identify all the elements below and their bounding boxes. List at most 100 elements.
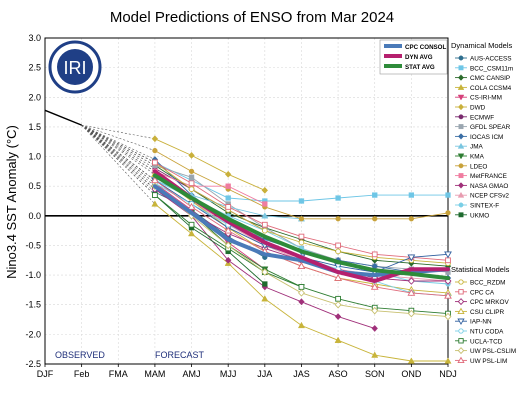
legend-label: NCEP CFSv2 <box>470 193 509 200</box>
point <box>152 147 158 154</box>
point <box>188 186 195 192</box>
point <box>188 151 195 159</box>
forecast-label: FORECAST <box>155 350 205 360</box>
point <box>334 300 342 309</box>
legend-label: NASA GMAO <box>470 183 508 190</box>
y-tick-label: -1.0 <box>25 270 41 280</box>
y-tick-label: 2.5 <box>28 63 41 73</box>
point <box>187 202 196 210</box>
point <box>151 200 159 207</box>
x-tick-label: MAM <box>144 369 165 379</box>
series-layer <box>44 109 452 364</box>
legend-label: NTU CODA <box>470 329 504 336</box>
point <box>371 251 378 258</box>
iri-logo: IRI <box>48 40 102 94</box>
point <box>407 309 415 318</box>
annotation-layer: OBSERVED FORECAST <box>55 350 205 360</box>
point <box>457 356 465 364</box>
series-cpc-ca <box>81 124 451 264</box>
series-line <box>154 170 265 205</box>
point <box>298 239 305 246</box>
connector-line <box>81 124 156 205</box>
x-tick-label: ASO <box>329 369 348 379</box>
point <box>334 336 342 343</box>
point <box>261 212 269 219</box>
connector-line <box>81 124 156 184</box>
connector-line <box>81 124 156 160</box>
point <box>445 257 451 264</box>
y-tick-label: 0.5 <box>28 181 41 191</box>
point <box>297 321 306 329</box>
series-uw-psl-lim <box>81 124 452 299</box>
point <box>188 174 195 180</box>
legend-label: BCC_CSM11m <box>470 65 513 72</box>
x-tick-label: NDJ <box>439 369 457 379</box>
x-tick-label: Feb <box>74 369 90 379</box>
legend-label: IAP-NN <box>470 319 492 326</box>
point <box>457 318 465 325</box>
point <box>188 168 195 175</box>
legend-label: AUS-ACCESS <box>470 56 512 63</box>
logo-text: IRI <box>63 58 86 78</box>
x-tick-label: AMJ <box>183 369 201 379</box>
point <box>458 74 464 81</box>
point <box>407 288 416 296</box>
connector-line <box>81 124 156 193</box>
point <box>458 338 464 344</box>
point <box>458 133 464 140</box>
point <box>371 324 378 332</box>
y-tick-label: -2.0 <box>25 329 41 339</box>
legends: CPC CONSOL DYN AVG STAT AVG Dynamical Model… <box>379 39 516 365</box>
point <box>225 204 232 210</box>
point <box>458 103 464 111</box>
observed-label: OBSERVED <box>55 350 105 360</box>
point <box>458 163 464 169</box>
y-axis-label: Nino3.4 SST Anomaly (°C) <box>4 125 19 279</box>
point <box>457 142 465 149</box>
observed-line <box>44 109 82 126</box>
point <box>298 298 305 306</box>
legend-label: BCC_RZDM <box>470 280 506 287</box>
series-line <box>154 138 265 191</box>
point <box>444 291 452 299</box>
point <box>372 216 378 222</box>
y-tick-label: -2.5 <box>25 359 41 369</box>
point <box>298 198 305 204</box>
point <box>457 153 465 160</box>
avg-line-stat-avg <box>152 173 450 281</box>
point <box>152 159 158 166</box>
connector-line <box>81 124 156 175</box>
point <box>224 256 232 264</box>
point <box>445 210 451 216</box>
x-tick-label: SON <box>365 369 385 379</box>
point <box>334 274 342 281</box>
point <box>444 357 452 364</box>
x-tick-label: DJF <box>37 369 54 379</box>
series-cola-ccsm4 <box>81 124 452 364</box>
point <box>261 268 269 276</box>
point <box>298 233 305 240</box>
connector-line <box>81 124 156 190</box>
point <box>444 312 452 321</box>
avg-legend-label: DYN AVG <box>405 54 433 61</box>
legend-label: COLA CCSM4 <box>470 85 512 92</box>
point <box>458 212 464 218</box>
point <box>152 192 158 198</box>
connector-line <box>81 124 156 181</box>
legend-label: CSU CLIPR <box>470 309 504 316</box>
point <box>298 216 305 222</box>
y-tick-label: -0.5 <box>25 240 41 250</box>
x-tick-label: MJJ <box>220 369 237 379</box>
point <box>457 298 465 306</box>
legend-label: JMA <box>470 144 484 151</box>
point <box>188 180 195 187</box>
avg-legend: CPC CONSOL DYN AVG STAT AVG <box>379 39 448 75</box>
point <box>335 295 341 302</box>
point <box>225 183 231 189</box>
point <box>224 226 233 234</box>
point <box>334 313 342 321</box>
point <box>457 347 465 355</box>
legend-title: Dynamical Models <box>451 41 513 50</box>
point <box>261 227 268 234</box>
